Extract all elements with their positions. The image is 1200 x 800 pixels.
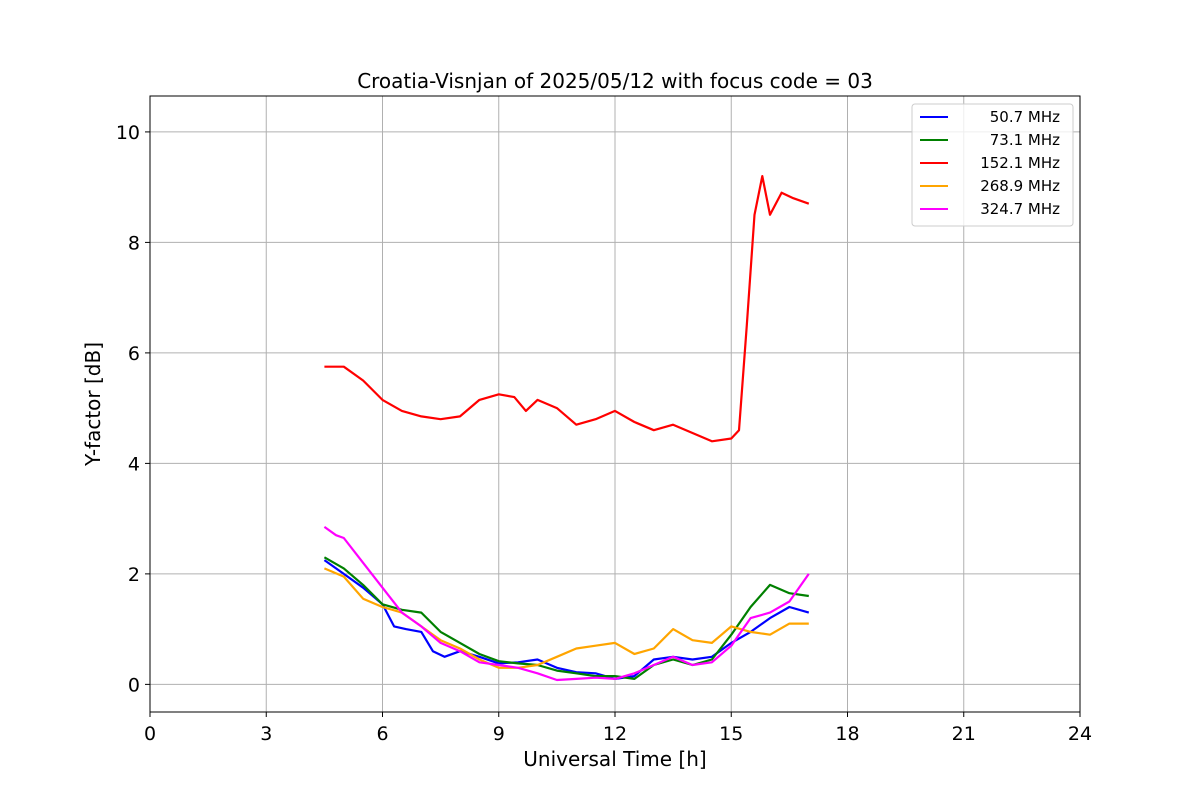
x-tick-label: 3 <box>260 723 272 745</box>
y-tick-label: 10 <box>116 122 140 144</box>
y-tick-label: 0 <box>128 674 140 696</box>
series-line-2 <box>324 175 810 443</box>
x-tick-label: 21 <box>952 723 976 745</box>
legend: 50.7 MHz 73.1 MHz 152.1 MHz 268.9 MHz 324.7… <box>911 103 1074 227</box>
series-line-1 <box>323 556 809 681</box>
y-tick-label: 8 <box>128 232 140 254</box>
legend-label-3: 268.9 MHz <box>980 177 1060 195</box>
y-tick-label: 4 <box>128 453 140 475</box>
x-tick-label: 9 <box>493 723 505 745</box>
x-tick-label: 24 <box>1068 723 1092 745</box>
y-tick-label: 6 <box>128 343 140 365</box>
x-tick-label: 0 <box>144 723 156 745</box>
grid <box>149 96 1081 712</box>
x-tick-label: 15 <box>719 723 743 745</box>
legend-label-4: 324.7 MHz <box>980 200 1060 218</box>
legend-label-1: 73.1 MHz <box>985 131 1060 149</box>
series-line-4 <box>323 526 810 682</box>
series-line-0 <box>323 559 810 681</box>
legend-label-2: 152.1 MHz <box>980 154 1060 172</box>
y-axis-label: Y-factor [dB] <box>81 342 105 467</box>
x-tick-label: 12 <box>603 723 627 745</box>
y-tick-label: 2 <box>128 564 140 586</box>
series-layer <box>323 175 810 682</box>
x-tick-label: 6 <box>376 723 388 745</box>
chart-title: Croatia-Visnjan of 2025/05/12 with focus… <box>357 69 873 93</box>
legend-label-0: 50.7 MHz <box>985 108 1060 126</box>
legend-box <box>911 103 1074 227</box>
series-line-3 <box>323 567 809 669</box>
x-tick-label: 18 <box>835 723 859 745</box>
x-axis-label: Universal Time [h] <box>523 747 706 771</box>
